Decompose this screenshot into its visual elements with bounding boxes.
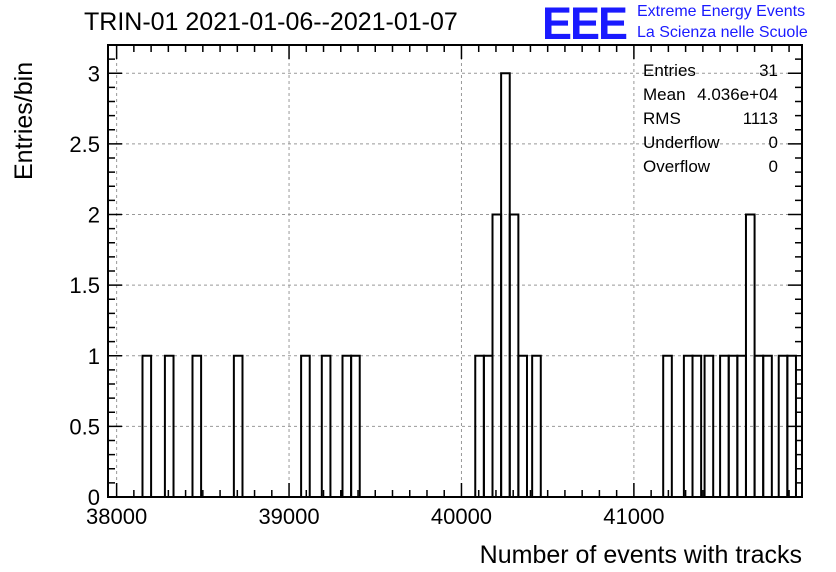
histogram-bin: [320, 354, 332, 497]
axis-ticks: [108, 44, 802, 498]
histogram-bin: [141, 354, 153, 497]
histogram-bin: [191, 354, 203, 497]
logo-subtitle-1: Extreme Energy Events: [637, 3, 806, 20]
stats-box: Entries 31 Mean 4.036e+04 RMS 1113 Underflow 0 O…: [643, 61, 778, 176]
stat-value-underflow: 0: [769, 133, 778, 152]
histogram-bin: [517, 354, 528, 497]
y-tick-label: 0: [88, 485, 100, 510]
logo-subtitle-2: La Scienza nelle Scuole: [637, 24, 808, 41]
histogram-bin: [691, 354, 703, 497]
y-tick-labels: 0 0.5 1 1.5 2 2.5 3: [69, 61, 100, 510]
x-axis-label: Number of events with tracks: [480, 541, 802, 569]
stat-label-underflow: Underflow: [643, 133, 720, 152]
histogram-bin: [531, 354, 542, 497]
histogram-bin: [163, 354, 175, 497]
x-tick-label: 39000: [258, 504, 319, 529]
y-tick-label: 2: [88, 203, 100, 228]
y-axis-label: Entries/bin: [10, 62, 38, 180]
stat-value-overflow: 0: [769, 157, 778, 176]
stat-value-rms: 1113: [743, 109, 778, 128]
y-tick-label: 0.5: [69, 414, 100, 439]
stat-label-overflow: Overflow: [643, 157, 711, 176]
y-tick-label: 2.5: [69, 132, 100, 157]
stat-label-entries: Entries: [643, 61, 696, 80]
y-tick-label: 1.5: [69, 273, 100, 298]
stat-label-rms: RMS: [643, 109, 681, 128]
histogram-bin: [350, 354, 361, 497]
histogram-bars: [141, 72, 797, 497]
y-tick-label: 3: [88, 61, 100, 86]
x-tick-label: 38000: [86, 504, 147, 529]
x-tick-label: 40000: [431, 504, 492, 529]
grid-lines: [108, 45, 802, 497]
stat-label-mean: Mean: [643, 85, 686, 104]
histogram-bin: [232, 354, 244, 497]
histogram-bin: [662, 354, 673, 497]
stat-value-mean: 4.036e+04: [697, 85, 778, 104]
plot-frame: [107, 44, 803, 498]
x-tick-label: 41000: [603, 504, 664, 529]
histogram-bin: [762, 354, 773, 497]
histogram-bin: [300, 354, 311, 497]
x-tick-labels: 38000 39000 40000 41000: [86, 504, 664, 529]
stat-value-entries: 31: [759, 61, 778, 80]
y-tick-label: 1: [88, 344, 100, 369]
chart-title: TRIN-01 2021-01-06--2021-01-07: [84, 8, 458, 36]
eee-logo: EEE: [542, 0, 628, 49]
histogram-bin: [703, 354, 715, 497]
